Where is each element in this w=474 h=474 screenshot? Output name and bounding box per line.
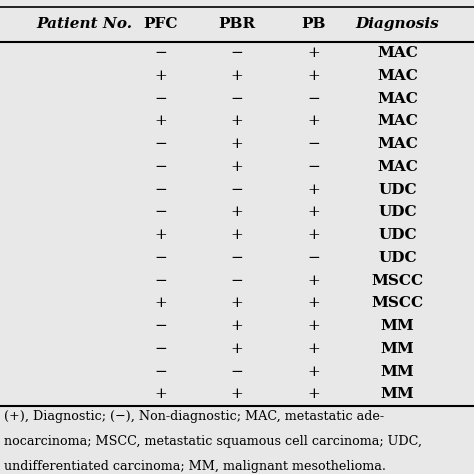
Text: MSCC: MSCC (372, 273, 424, 288)
Text: −: − (307, 251, 319, 265)
Text: −: − (155, 319, 167, 333)
Text: −: − (155, 182, 167, 197)
Text: −: − (231, 46, 243, 60)
Text: undifferentiated carcinoma; MM, malignant mesothelioma.: undifferentiated carcinoma; MM, malignan… (4, 460, 386, 473)
Text: Diagnosis: Diagnosis (356, 18, 439, 31)
Text: +: + (231, 114, 243, 128)
Text: +: + (231, 387, 243, 401)
Text: −: − (155, 251, 167, 265)
Text: −: − (231, 273, 243, 288)
Text: −: − (231, 182, 243, 197)
Text: UDC: UDC (378, 251, 417, 265)
Text: MSCC: MSCC (372, 296, 424, 310)
Text: +: + (307, 296, 319, 310)
Text: +: + (307, 46, 319, 60)
Text: −: − (307, 160, 319, 174)
Text: Patient No.: Patient No. (36, 18, 132, 31)
Text: −: − (231, 365, 243, 379)
Text: MAC: MAC (377, 69, 418, 83)
Text: +: + (307, 342, 319, 356)
Text: −: − (307, 137, 319, 151)
Text: −: − (155, 342, 167, 356)
Text: +: + (231, 319, 243, 333)
Text: −: − (231, 251, 243, 265)
Text: MM: MM (381, 319, 415, 333)
Text: +: + (307, 365, 319, 379)
Text: +: + (231, 228, 243, 242)
Text: +: + (307, 205, 319, 219)
Text: MM: MM (381, 365, 415, 379)
Text: +: + (231, 69, 243, 83)
Text: +: + (307, 182, 319, 197)
Text: MAC: MAC (377, 114, 418, 128)
Text: +: + (307, 69, 319, 83)
Text: +: + (155, 69, 167, 83)
Text: MM: MM (381, 342, 415, 356)
Text: +: + (155, 296, 167, 310)
Text: −: − (155, 205, 167, 219)
Text: −: − (155, 91, 167, 106)
Text: +: + (307, 387, 319, 401)
Text: PB: PB (301, 18, 326, 31)
Text: +: + (231, 205, 243, 219)
Text: +: + (231, 160, 243, 174)
Text: +: + (155, 228, 167, 242)
Text: MM: MM (381, 387, 415, 401)
Text: UDC: UDC (378, 228, 417, 242)
Text: −: − (231, 91, 243, 106)
Text: −: − (307, 91, 319, 106)
Text: MAC: MAC (377, 160, 418, 174)
Text: +: + (155, 114, 167, 128)
Text: +: + (155, 387, 167, 401)
Text: +: + (307, 319, 319, 333)
Text: MAC: MAC (377, 91, 418, 106)
Text: MAC: MAC (377, 137, 418, 151)
Text: nocarcinoma; MSCC, metastatic squamous cell carcinoma; UDC,: nocarcinoma; MSCC, metastatic squamous c… (4, 435, 422, 448)
Text: PBR: PBR (219, 18, 255, 31)
Text: −: − (155, 137, 167, 151)
Text: PFC: PFC (144, 18, 178, 31)
Text: +: + (231, 137, 243, 151)
Text: −: − (155, 160, 167, 174)
Text: UDC: UDC (378, 182, 417, 197)
Text: +: + (231, 296, 243, 310)
Text: +: + (307, 228, 319, 242)
Text: −: − (155, 46, 167, 60)
Text: −: − (155, 365, 167, 379)
Text: UDC: UDC (378, 205, 417, 219)
Text: +: + (231, 342, 243, 356)
Text: MAC: MAC (377, 46, 418, 60)
Text: −: − (155, 273, 167, 288)
Text: +: + (307, 273, 319, 288)
Text: (+), Diagnostic; (−), Non-diagnostic; MAC, metastatic ade-: (+), Diagnostic; (−), Non-diagnostic; MA… (4, 410, 384, 423)
Text: +: + (307, 114, 319, 128)
